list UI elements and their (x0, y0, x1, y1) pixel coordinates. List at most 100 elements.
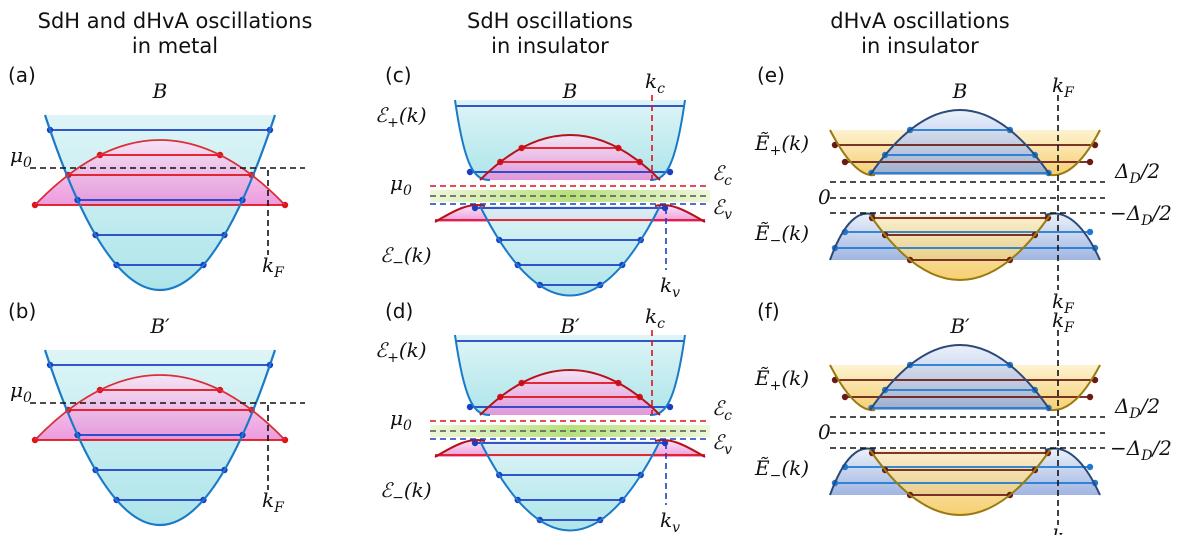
symbol-sub: c (657, 316, 665, 332)
level-dot (842, 394, 848, 400)
symbol-label: Ẽ+(k) (754, 366, 809, 394)
symbol-sub: F (1063, 320, 1075, 336)
symbol-label: kF (262, 253, 285, 281)
symbol-sub: − (770, 468, 782, 484)
symbol-tail: /2 (1139, 394, 1160, 418)
symbol-base: −Δ (1110, 201, 1141, 225)
panel-label: (c) (385, 63, 412, 87)
symbol-base: μ (10, 378, 23, 402)
symbol-sub: F (273, 500, 285, 516)
symbol-sub: − (770, 233, 782, 249)
symbol-label: ℰ−(k) (380, 243, 432, 271)
symbol-label: Ẽ−(k) (754, 221, 809, 249)
symbol-label: kF (1052, 524, 1075, 535)
symbol-base: k (262, 488, 274, 512)
column-title: in insulator (491, 34, 609, 58)
column-title: in metal (132, 34, 218, 58)
symbol-sub: v (724, 442, 732, 458)
column-title: in insulator (861, 34, 979, 58)
symbol-base: μ (390, 171, 403, 195)
level-dot (842, 159, 848, 165)
symbol-label: ℰv (712, 430, 732, 458)
symbol-label: Ẽ−(k) (754, 456, 809, 484)
symbol-label: ℰc (712, 161, 732, 189)
field-label: B (152, 79, 168, 103)
symbol-label: 0 (818, 420, 831, 444)
symbol-sub: 0 (403, 418, 412, 434)
symbol-label: kv (660, 273, 680, 301)
symbol-tail: (k) (399, 103, 427, 127)
symbol-sub: − (392, 490, 404, 506)
symbol-sub: − (392, 255, 404, 271)
symbol-base: k (660, 273, 672, 297)
symbol-base: k (645, 304, 657, 328)
symbol-label: μ0 (10, 378, 32, 406)
level-dot (1087, 464, 1093, 470)
symbol-sub: 0 (23, 155, 32, 171)
field-label: B′ (149, 314, 170, 338)
symbol-tail: (k) (781, 456, 809, 480)
symbol-label: ΔD/2 (1114, 159, 1160, 187)
symbol-base: k (1052, 73, 1064, 97)
symbol-label: kF (1052, 73, 1075, 101)
symbol-base: k (1052, 524, 1064, 535)
symbol-tail: /2 (1139, 159, 1160, 183)
symbol-tail: (k) (781, 131, 809, 155)
symbol-sub: v (724, 207, 732, 223)
symbol-sub: D (1140, 213, 1152, 229)
symbol-tail: (k) (404, 478, 432, 502)
symbol-label: kc (645, 69, 665, 97)
symbol-label: μ0 (390, 406, 412, 434)
symbol-sub: c (724, 408, 732, 424)
column-title: SdH oscillations (467, 9, 633, 33)
symbol-label: ℰ+(k) (375, 103, 427, 131)
panel-label: (b) (8, 299, 36, 323)
symbol-sub: + (770, 143, 782, 159)
symbol-sub: 0 (403, 183, 412, 199)
symbol-label: ℰ−(k) (380, 478, 432, 506)
symbol-sub: 0 (23, 390, 32, 406)
symbol-label: kF (262, 488, 285, 516)
field-label: B (952, 79, 968, 103)
symbol-label: kc (645, 304, 665, 332)
level-dot (1087, 159, 1093, 165)
symbol-label: μ0 (390, 171, 412, 199)
column-title: SdH and dHvA oscillations (38, 9, 313, 33)
symbol-label: ℰc (712, 396, 732, 424)
symbol-sub: F (1063, 85, 1075, 101)
panel-label: (f) (757, 299, 780, 323)
symbol-sub: v (672, 285, 680, 301)
symbol-sub: + (387, 350, 399, 366)
symbol-label: μ0 (10, 143, 32, 171)
symbol-label: ℰv (712, 195, 732, 223)
symbol-base: k (660, 508, 672, 532)
symbol-base: Ẽ (754, 366, 770, 390)
symbol-base: 0 (818, 185, 831, 209)
symbol-label: ΔD/2 (1114, 394, 1160, 422)
symbol-base: Δ (1114, 159, 1129, 183)
symbol-sub: F (1063, 301, 1075, 317)
symbol-base: μ (10, 143, 23, 167)
panel-label: (a) (8, 63, 36, 87)
symbol-base: Ẽ (754, 456, 770, 480)
symbol-base: Ẽ (754, 131, 770, 155)
field-label: B′ (559, 314, 580, 338)
symbol-sub: D (1128, 171, 1140, 187)
symbol-sub: v (672, 520, 680, 535)
symbol-tail: (k) (404, 243, 432, 267)
symbol-sub: F (273, 265, 285, 281)
column-title: dHvA oscillations (830, 9, 1009, 33)
field-label: B′ (949, 314, 970, 338)
symbol-label: −ΔD/2 (1110, 436, 1172, 464)
symbol-tail: (k) (399, 338, 427, 362)
symbol-label: Ẽ+(k) (754, 131, 809, 159)
symbol-tail: (k) (781, 366, 809, 390)
symbol-label: −ΔD/2 (1110, 201, 1172, 229)
symbol-tail: /2 (1150, 436, 1171, 460)
symbol-tail: (k) (781, 221, 809, 245)
symbol-label: kv (660, 508, 680, 535)
symbol-base: Δ (1114, 394, 1129, 418)
panel-label: (d) (385, 299, 413, 323)
symbol-base: k (645, 69, 657, 93)
panel-label: (e) (757, 63, 785, 87)
